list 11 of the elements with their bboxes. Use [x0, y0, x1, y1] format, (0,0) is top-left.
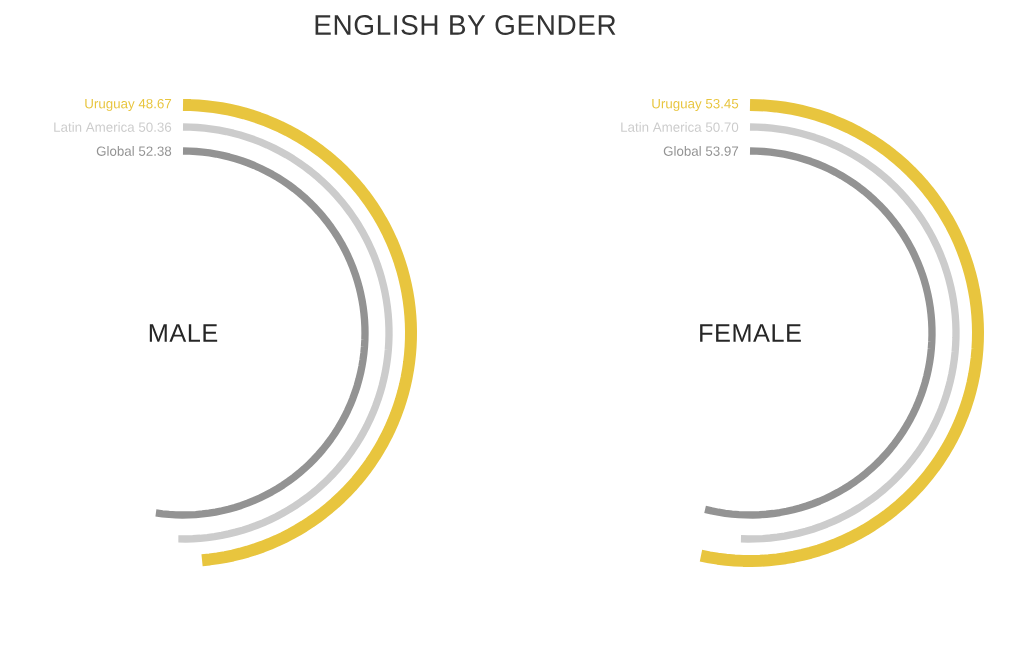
category-label: Uruguay	[85, 99, 135, 112]
data-label: 48.67	[138, 98, 172, 109]
text: FEMALE	[700, 324, 801, 342]
text: MALE	[149, 324, 218, 342]
category-label: Global	[96, 146, 134, 156]
category-label: Global	[663, 146, 701, 156]
data-label: 53.97	[705, 146, 739, 156]
text: ENGLISH BY GENDER	[315, 15, 616, 35]
data-label: 53.45	[705, 98, 739, 109]
data-label: 52.38	[138, 146, 172, 156]
category-label: Uruguay	[652, 99, 702, 112]
